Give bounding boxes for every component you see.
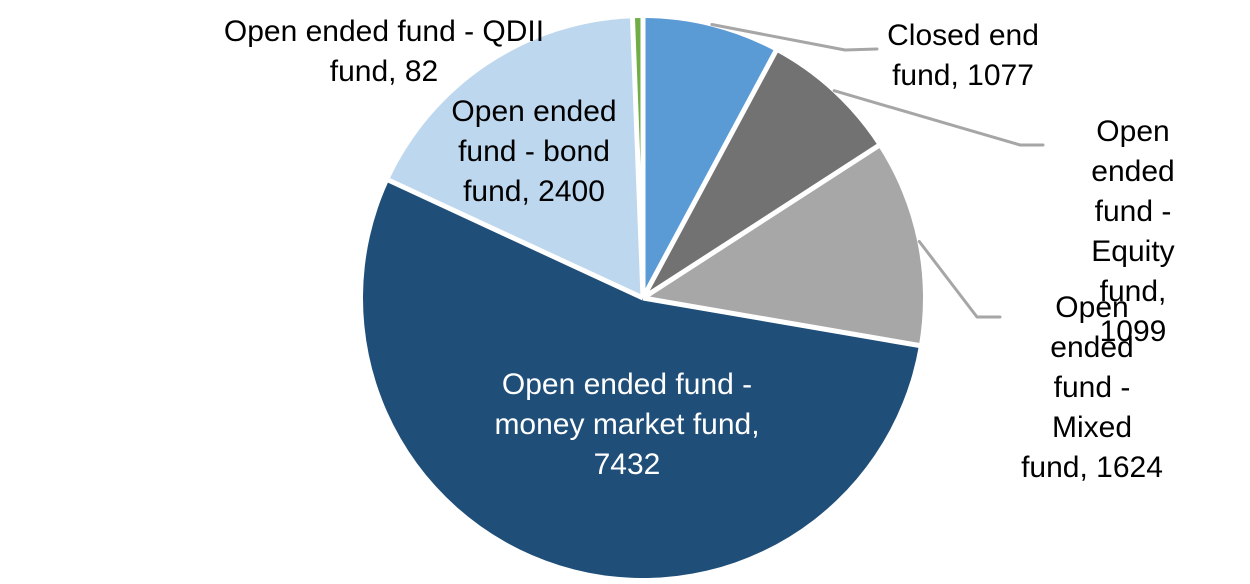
leader-line [832, 89, 1045, 147]
pie-slice-open-ended-fund-bond-fund [388, 18, 643, 298]
slice-label-bond-fund: Open ended fund - bond fund, 2400 [451, 95, 617, 208]
slice-separator [641, 142, 882, 301]
leader-line [917, 240, 1002, 319]
pie-slice-closed-end-fund [643, 18, 776, 298]
leader-line [710, 23, 879, 52]
pie-slice-open-ended-fund-mixed-fund [643, 146, 923, 346]
pie-slice-open-ended-fund-equity-fund [643, 51, 879, 299]
slice-label-equity-fund: Open ended fund - Equity fund, 1099 [1091, 115, 1175, 348]
pie-slice-open-ended-fund-money-market-fund [362, 180, 919, 579]
slice-label-money-market-fund: Open ended fund - money market fund, 743… [494, 368, 760, 481]
slice-separator [386, 177, 645, 301]
slice-separator [640, 48, 779, 300]
slice-separator [642, 295, 922, 349]
slice-separator [629, 16, 646, 299]
slice-label-qdii-fund: Open ended fund - QDII fund, 82 [223, 15, 545, 88]
slice-label-closed-end-fund: Closed end fund, 1077 [887, 19, 1039, 92]
slice-label-mixed-fund: Open ended fund - Mixed fund, 1624 [1021, 291, 1163, 484]
